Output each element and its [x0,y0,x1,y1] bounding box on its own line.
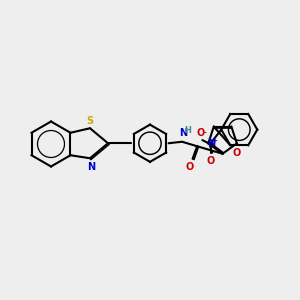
Text: O: O [196,128,204,138]
Text: N: N [87,162,95,172]
Text: N: N [179,128,187,138]
Text: O: O [185,162,194,172]
Text: O: O [207,156,215,166]
Text: O: O [232,148,240,158]
Text: +: + [212,138,218,144]
Text: -: - [203,130,206,136]
Text: -: - [214,150,216,156]
Text: H: H [184,126,191,135]
Text: N: N [207,138,215,148]
Text: S: S [86,116,94,126]
